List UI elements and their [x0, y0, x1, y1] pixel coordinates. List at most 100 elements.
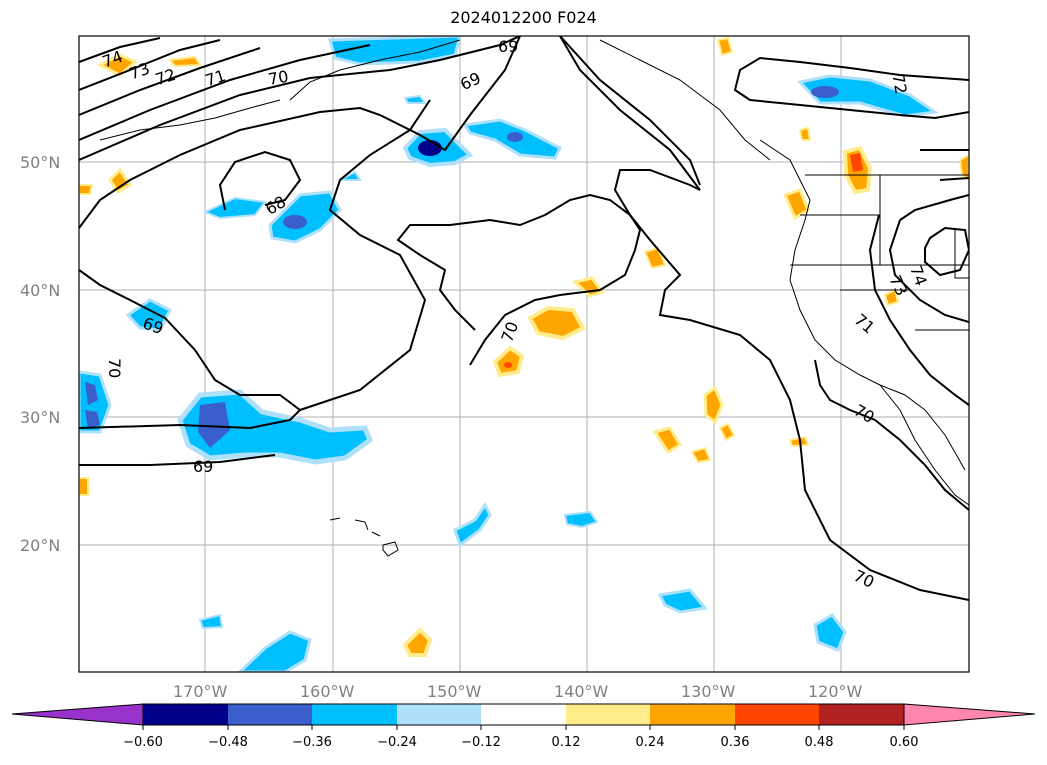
contour-label: 70	[497, 319, 522, 345]
colorbar-tick-label: −0.60	[123, 735, 163, 750]
patch-hawaii-1	[453, 502, 492, 548]
us-west-coast	[789, 219, 966, 471]
contour-label: 70	[851, 400, 878, 427]
patch-south-3	[237, 630, 312, 672]
colorbar-tick-label: 0.60	[890, 735, 919, 750]
colorbar: −0.60 −0.48 −0.36 −0.24 −0.12 0.12 0.24 …	[11, 703, 1036, 750]
patch-aleutian	[328, 36, 462, 66]
colorbar-segment	[143, 704, 228, 725]
patch-warm-2	[492, 345, 525, 378]
lon-label: 130°W	[681, 682, 736, 701]
colorbar-segment	[228, 704, 312, 725]
contour-label: 69	[193, 457, 213, 476]
patch-warm-6	[703, 385, 724, 425]
aleutian-chain	[99, 99, 281, 141]
patch-hawaii-2	[563, 510, 599, 529]
contour-69-east	[299, 99, 431, 411]
lon-label: 150°W	[427, 682, 482, 701]
contour-73-east	[888, 194, 969, 323]
colorbar-frame	[142, 703, 905, 726]
colorbar-tick-label: −0.12	[461, 735, 501, 750]
colorbar-tick-label: 0.24	[636, 735, 665, 750]
lon-label: 170°W	[173, 682, 228, 701]
contour-label: 71	[851, 310, 879, 338]
contour-71	[79, 44, 371, 141]
contour-74	[79, 37, 161, 63]
patch-west-2	[202, 196, 267, 220]
patch-warm-5	[782, 188, 810, 221]
height-contours	[79, 36, 969, 601]
contour-label: 70	[851, 566, 877, 592]
contour-labels: 74 73 72 71 70 69 69 68 69 70 70 69 72 7…	[100, 37, 931, 592]
contour-70-east	[559, 36, 969, 601]
map-frame	[78, 35, 970, 673]
state-borders	[790, 174, 969, 331]
contour-label: 72	[888, 72, 910, 95]
lat-label: 40°N	[20, 281, 60, 300]
contour-74-east	[924, 226, 969, 277]
colorbar-tick-label: −0.24	[377, 735, 417, 750]
contour-73	[79, 39, 221, 91]
patch-ne-pacific	[797, 74, 940, 118]
colorbar-segment	[397, 704, 481, 725]
positive-anomaly-patches	[79, 36, 969, 657]
colorbar-segment	[481, 704, 566, 725]
patch-west-3	[125, 298, 173, 332]
contour-71-east	[868, 214, 969, 406]
contour-70-north	[79, 36, 521, 161]
negative-anomaly-patches	[79, 36, 940, 672]
patch-gulf-alaska-core	[418, 140, 442, 156]
patch-subtropic-1	[177, 389, 374, 465]
colorbar-extend-left	[11, 703, 144, 726]
baja-coast	[879, 384, 969, 506]
contour-72-east	[733, 56, 969, 120]
contour-label: 71	[203, 66, 228, 90]
contour-label: 72	[153, 65, 178, 89]
colorbar-tick-label: −0.48	[208, 735, 248, 750]
hawaii-islands	[329, 517, 399, 557]
colorbar-tick-label: 0.48	[805, 735, 834, 750]
contour-69-north	[79, 36, 521, 229]
lat-label: 20°N	[20, 536, 60, 555]
plot-title: 2024012200 F024	[450, 8, 597, 27]
patch-warm-7	[652, 426, 683, 455]
contour-70-coast	[814, 359, 969, 511]
patch-south-2	[813, 613, 847, 652]
colorbar-segment	[819, 704, 904, 725]
colorbar-segment	[650, 704, 735, 725]
contour-69-south	[79, 454, 276, 466]
contour-label: 69	[498, 37, 518, 56]
colorbar-extend-right	[903, 703, 1036, 726]
contour-label: 70	[105, 358, 124, 378]
canada-coast	[759, 139, 811, 221]
contour-72	[79, 47, 261, 116]
lat-label: 30°N	[20, 408, 60, 427]
latitude-labels: 50°N 40°N 30°N 20°N	[20, 153, 60, 555]
lon-label: 160°W	[300, 682, 355, 701]
colorbar-segment	[566, 704, 650, 725]
colorbar-tick-label: 0.36	[721, 735, 750, 750]
patch-warm-1	[527, 305, 586, 341]
alaska-coast	[289, 39, 771, 161]
colorbar-tick-label: 0.12	[552, 735, 581, 750]
contour-label: 74	[906, 263, 931, 289]
patch-south-1	[657, 588, 708, 614]
patch-warm-8	[402, 627, 433, 657]
longitude-labels: 170°W 160°W 150°W 140°W 130°W 120°W	[173, 682, 863, 701]
coastlines	[99, 39, 969, 557]
contour-69-loop	[559, 36, 701, 186]
colorbar-tick-label: −0.36	[292, 735, 332, 750]
contour-70-center	[396, 193, 642, 366]
contour-coast-inner	[920, 149, 969, 181]
colorbar-segment	[735, 704, 819, 725]
lon-label: 140°W	[554, 682, 609, 701]
contour-label: 69	[457, 68, 483, 94]
contour-69-mid	[79, 269, 302, 430]
lat-label: 50°N	[20, 153, 60, 172]
patch-west-1	[268, 190, 342, 244]
contour-68-loop	[218, 150, 302, 211]
colorbar-segment	[312, 704, 397, 725]
contour-label: 70	[267, 67, 290, 89]
lon-label: 120°W	[808, 682, 863, 701]
